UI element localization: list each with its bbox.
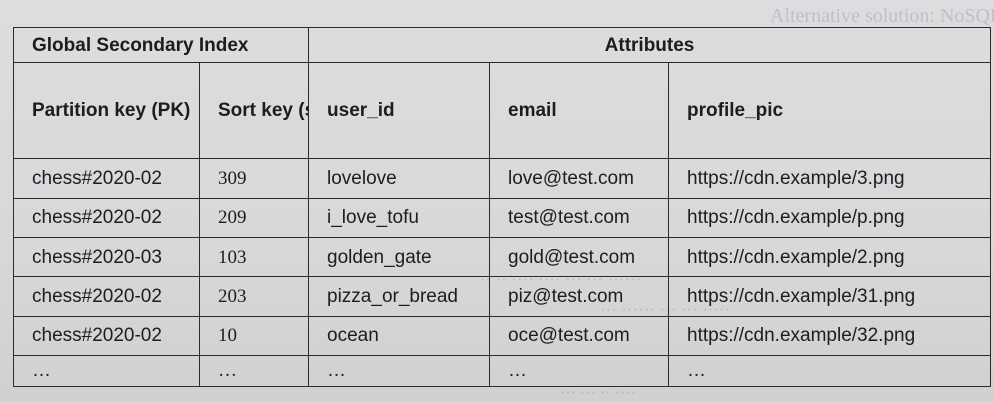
column-header-email: email	[489, 62, 670, 160]
user-id-cell: golden_gate	[308, 236, 491, 278]
partition-key-cell: chess#2020-02	[13, 158, 200, 199]
partition-key-cell: chess#2020-02	[13, 197, 200, 239]
table-row: chess#2020-02 203 pizza_or_bread piz@tes…	[13, 276, 992, 317]
partition-key-cell: chess#2020-02	[13, 315, 200, 356]
attributes-group-header: Attributes	[308, 26, 992, 64]
table-row: … … … … …	[13, 354, 992, 388]
profile-pic-cell: https://cdn.example/p.png	[668, 197, 992, 239]
sort-key-cell: 10	[198, 315, 310, 356]
table-row: chess#2020-03 103 golden_gate gold@test.…	[13, 236, 992, 278]
sort-key-cell: 203	[198, 276, 310, 317]
user-id-cell: ocean	[308, 315, 491, 356]
partition-key-cell: …	[13, 354, 200, 388]
table-row: chess#2020-02 10 ocean oce@test.com http…	[13, 315, 992, 356]
background-text: Alternative solution: NoSQL	[770, 5, 994, 27]
user-id-cell: i_love_tofu	[308, 197, 491, 239]
profile-pic-cell: https://cdn.example/2.png	[668, 236, 992, 278]
partition-key-cell: chess#2020-03	[13, 236, 200, 278]
sort-key-cell: …	[198, 354, 310, 388]
email-cell: …	[489, 354, 670, 388]
user-id-cell: lovelove	[308, 158, 491, 199]
partition-key-cell: chess#2020-02	[13, 276, 200, 317]
column-header-sort-key: Sort key (score)	[198, 62, 310, 160]
user-id-cell: pizza_or_bread	[308, 276, 491, 317]
sort-key-cell: 309	[198, 158, 310, 199]
profile-pic-cell: https://cdn.example/31.png	[668, 276, 992, 317]
email-cell: oce@test.com	[489, 315, 670, 356]
sort-key-cell: 209	[198, 197, 310, 239]
group-header-row: Global Secondary Index Attributes	[12, 26, 992, 64]
profile-pic-cell: https://cdn.example/32.png	[668, 315, 992, 356]
column-header-user-id: user_id	[308, 62, 491, 160]
table-row: chess#2020-02 309 lovelove love@test.com…	[13, 158, 992, 199]
email-cell: gold@test.com	[489, 236, 670, 278]
column-header-profile-pic: profile_pic	[668, 62, 992, 160]
column-header-row: Partition key (PK) Sort key (score) user…	[13, 62, 992, 160]
sort-key-cell: 103	[198, 236, 310, 278]
profile-pic-cell: …	[668, 354, 992, 388]
email-cell: piz@test.com	[489, 276, 670, 317]
email-cell: love@test.com	[489, 158, 670, 199]
background-text: ··· ··· ·· ····	[560, 385, 636, 402]
gsi-table: Global Secondary Index Attributes Partit…	[12, 26, 992, 388]
column-header-partition-key: Partition key (PK)	[13, 62, 200, 160]
profile-pic-cell: https://cdn.example/3.png	[668, 158, 992, 199]
email-cell: test@test.com	[489, 197, 670, 239]
user-id-cell: …	[308, 354, 491, 388]
gsi-group-header: Global Secondary Index	[12, 26, 310, 64]
table-row: chess#2020-02 209 i_love_tofu test@test.…	[13, 197, 992, 239]
